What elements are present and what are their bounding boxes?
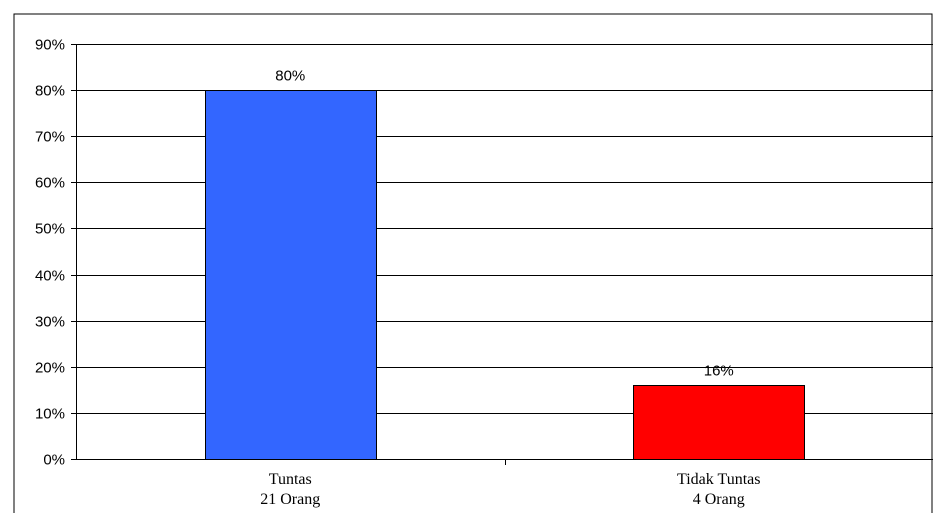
y-tick-label: 60% [35,175,65,192]
category-label: Tidak Tuntas 4 Orang [677,471,760,508]
y-tick-label: 80% [35,83,65,100]
data-label: 16% [704,363,734,380]
y-tick-label: 70% [35,129,65,146]
y-tick-label: 90% [35,37,65,54]
y-tick-label: 30% [35,314,65,331]
category-label: Tuntas 21 Orang [260,471,320,508]
data-label: 80% [275,68,305,85]
chart-frame [13,13,933,513]
y-tick-label: 50% [35,221,65,238]
bar-1 [633,385,805,460]
y-tick-label: 0% [43,452,65,469]
bar-0 [205,90,377,460]
y-tick-label: 10% [35,406,65,423]
y-tick-label: 40% [35,268,65,285]
y-tick-label: 20% [35,360,65,377]
